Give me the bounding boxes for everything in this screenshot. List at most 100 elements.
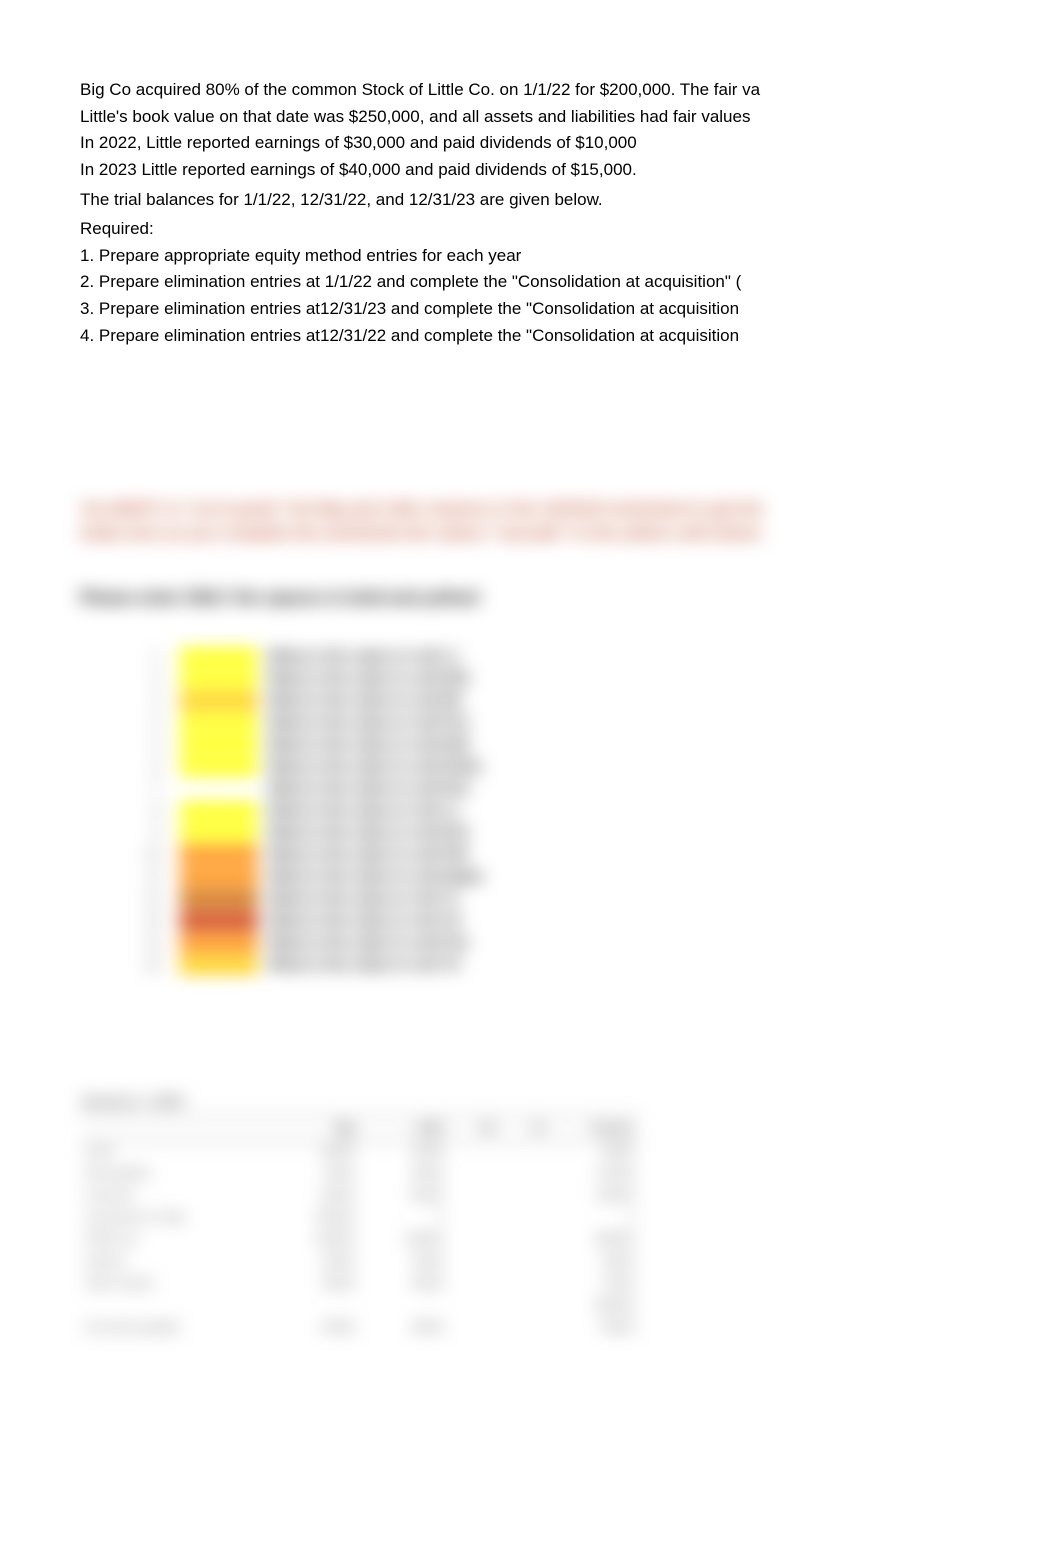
colorkey-label: What is the value in cell D8	[268, 690, 461, 712]
colorkey-label: What is the value in cell Y8	[268, 910, 459, 932]
tb-cell	[500, 1140, 551, 1162]
tb-cell	[500, 1228, 551, 1250]
tb-cell: 80000	[551, 1316, 640, 1338]
tb-cell	[500, 1316, 551, 1338]
tb-cell	[500, 1184, 551, 1206]
table-row: Accounts payable500003000080000	[80, 1316, 640, 1338]
tb-cell	[271, 1294, 360, 1316]
tb-cell: 0	[360, 1206, 449, 1228]
tb-cell: 75000	[271, 1162, 360, 1184]
tb-header-cell: Cr	[500, 1118, 551, 1140]
colorkey-row: 1What is the value in cell L1	[140, 646, 600, 668]
table-row: Other Assets300004000070000	[80, 1272, 640, 1294]
table-row: 990000	[80, 1294, 640, 1316]
colorkey-swatch	[180, 693, 258, 709]
tb-cell: 30000	[360, 1316, 449, 1338]
colorkey-swatch	[180, 671, 258, 687]
trial-balance-table: BigLittleDrCrConsol. Cash500001000060000…	[80, 1117, 640, 1338]
tb-cell: 580000	[551, 1228, 640, 1250]
problem-line-2: Little's book value on that date was $25…	[80, 105, 982, 130]
required-label: Required:	[80, 217, 982, 242]
tb-header-cell: Big	[271, 1118, 360, 1140]
colorkey-label: What is the value in cell D40	[268, 734, 469, 756]
colorkey-number: 2	[140, 670, 180, 689]
hint-line-2: totals here as you complete the workshee…	[80, 525, 763, 542]
colorkey-row: 14 What is the value in cell P12	[140, 932, 600, 954]
tb-cell: 400000	[271, 1228, 360, 1250]
problem-line-4: In 2023 Little reported earnings of $40,…	[80, 158, 982, 183]
tb-cell: 10000	[360, 1250, 449, 1272]
table-row: Cash500001000060000	[80, 1140, 640, 1162]
colorkey-row: 6 What is the value in cell D1bis	[140, 756, 600, 778]
tb-cell: Receivables	[80, 1162, 271, 1184]
requirements-list: 1. Prepare appropriate equity method ent…	[80, 244, 982, 349]
tb-cell: PP&E net	[80, 1228, 271, 1250]
colorkey-swatch	[180, 825, 258, 841]
colorkey-number: 1	[140, 648, 180, 667]
tb-cell: 80000	[271, 1184, 360, 1206]
colorkey-label: What is the value in cell P12	[268, 932, 468, 954]
hint-line-1: You MUST re-"cut & paste" the Big and Li…	[80, 501, 763, 518]
tb-cell	[360, 1294, 449, 1316]
colorkey-swatch	[180, 737, 258, 753]
tb-cell	[449, 1316, 500, 1338]
instruction-text: Please enter ONLY the spaces in bold and…	[80, 586, 982, 611]
colorkey-row: 15 What is the value in cell Y5	[140, 954, 600, 976]
colorkey-number: 10	[140, 846, 180, 865]
colorkey-number: 8	[140, 802, 180, 821]
tb-cell	[500, 1206, 551, 1228]
tb-header-cell: Dr	[449, 1118, 500, 1140]
colorkey-swatch	[180, 869, 258, 885]
tb-cell: 180000	[360, 1228, 449, 1250]
tb-header-cell: Little	[360, 1118, 449, 1140]
colorkey-row: 8 What is the value in cell L1	[140, 800, 600, 822]
colorkey-swatch	[180, 803, 258, 819]
colorkey-label: What is the value in cell D25	[268, 668, 469, 690]
colorkey-number: 7	[140, 780, 180, 799]
requirement-4: 4. Prepare elimination entries at12/31/2…	[80, 324, 982, 349]
problem-line-5: The trial balances for 1/1/22, 12/31/22,…	[80, 188, 982, 213]
trial-balance-title: January 1, 2022	[80, 1091, 640, 1111]
colorkey-swatch	[180, 935, 258, 951]
colorkey-label: What is the value in cell Y5	[268, 954, 459, 976]
tb-cell: 130000	[551, 1184, 640, 1206]
colorkey-row: 4What is the value in cell P12	[140, 712, 600, 734]
problem-line-1: Big Co acquired 80% of the common Stock …	[80, 78, 982, 103]
colorkey-row: 5 What is the value in cell D40	[140, 734, 600, 756]
color-key-table: 1What is the value in cell L12What is th…	[140, 646, 600, 976]
table-row: Investment in Little20000000	[80, 1206, 640, 1228]
tb-cell	[449, 1250, 500, 1272]
tb-cell: 40000	[360, 1162, 449, 1184]
tb-cell: 10000	[360, 1140, 449, 1162]
hint-text: You MUST re-"cut & paste" the Big and Li…	[80, 498, 982, 546]
colorkey-number: 6	[140, 758, 180, 777]
tb-header-cell: Consol.	[551, 1118, 640, 1140]
tb-cell: 60000	[551, 1140, 640, 1162]
tb-cell	[80, 1294, 271, 1316]
requirement-1: 1. Prepare appropriate equity method ent…	[80, 244, 982, 269]
colorkey-row: 2 What is the value in cell D25	[140, 668, 600, 690]
problem-statement: Big Co acquired 80% of the common Stock …	[80, 78, 982, 242]
tb-cell: 0	[551, 1206, 640, 1228]
colorkey-row: 13What is the value in cell Y8	[140, 910, 600, 932]
tb-cell	[449, 1162, 500, 1184]
colorkey-number: 3	[140, 692, 180, 711]
tb-cell: 40000	[360, 1272, 449, 1294]
tb-cell	[449, 1140, 500, 1162]
colorkey-number: 14	[140, 934, 180, 953]
tb-header-cell	[80, 1118, 271, 1140]
requirement-3: 3. Prepare elimination entries at12/31/2…	[80, 297, 982, 322]
colorkey-swatch	[180, 847, 258, 863]
tb-cell	[500, 1162, 551, 1184]
problem-line-3: In 2022, Little reported earnings of $30…	[80, 131, 982, 156]
colorkey-label: What is the value in cell D1bis	[268, 756, 482, 778]
tb-cell	[500, 1250, 551, 1272]
tb-cell	[500, 1272, 551, 1294]
colorkey-label: What is the value in cell L1	[268, 800, 459, 822]
colorkey-number: 5	[140, 736, 180, 755]
colorkey-number: 11	[140, 868, 180, 887]
colorkey-label: What is the value in cell P42	[268, 844, 468, 866]
tb-cell: Accounts payable	[80, 1316, 271, 1338]
colorkey-number: 15	[140, 956, 180, 975]
tb-cell	[449, 1206, 500, 1228]
